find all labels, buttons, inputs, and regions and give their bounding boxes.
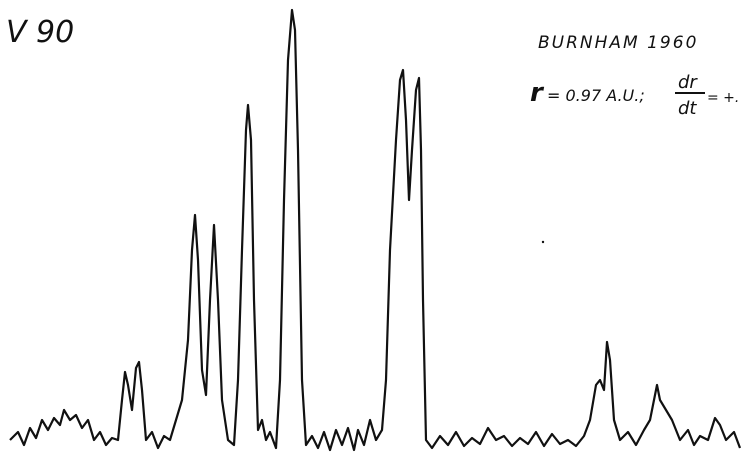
formula-r-value: = 0.97 A.U.; (547, 86, 645, 105)
formula-denominator: dt (678, 98, 697, 119)
formula-r: r (530, 78, 545, 108)
formula-numerator: dr (678, 72, 698, 93)
source-label: BURNHAM 1960 (538, 33, 698, 53)
speck (541, 240, 545, 244)
figure-label: V 90 (6, 15, 74, 50)
trace (9, 8, 741, 452)
formula-rate: = +. (707, 90, 739, 106)
